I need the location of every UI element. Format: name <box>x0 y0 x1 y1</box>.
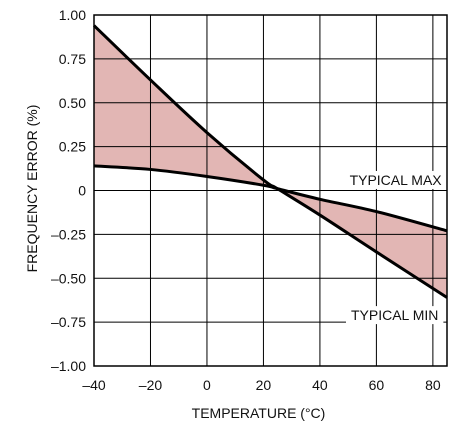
x-tick-label: 40 <box>312 377 328 393</box>
x-axis-title: TEMPERATURE (°C) <box>192 405 326 421</box>
error-band-fill <box>94 25 447 298</box>
plot-area: TYPICAL MAX TYPICAL MIN <box>92 14 448 367</box>
y-tick-label: 1.00 <box>59 7 86 23</box>
annotation-bg-typical-max <box>344 170 448 189</box>
annotation-bg-typical-min <box>345 306 444 325</box>
y-tick-label: 0.50 <box>59 95 86 111</box>
x-tick-label: 20 <box>256 377 272 393</box>
y-tick-label: 0.75 <box>59 51 86 67</box>
series-line-typical-min <box>92 24 448 299</box>
x-tick-label: 80 <box>425 377 441 393</box>
y-tick-label: –0.75 <box>51 314 86 330</box>
x-tick-labels: –40 –20 0 20 40 60 80 <box>82 377 441 393</box>
y-tick-labels: 1.00 0.75 0.50 0.25 0 –0.25 –0.50 –0.75 –1.00 <box>51 7 86 374</box>
plot-frame <box>93 14 448 367</box>
y-tick-label: –0.25 <box>51 226 86 242</box>
annotation-typical-max: TYPICAL MAX <box>350 172 443 188</box>
y-tick-label: –1.00 <box>51 358 86 374</box>
y-tick-label: –0.50 <box>51 270 86 286</box>
x-tick-label: 60 <box>369 377 385 393</box>
y-axis-title: FREQUENCY ERROR (%) <box>24 105 40 273</box>
y-tick-label: 0 <box>78 183 86 199</box>
x-tick-label: 0 <box>203 377 211 393</box>
annotation-typical-min: TYPICAL MIN <box>351 307 438 323</box>
x-tick-label: –20 <box>139 377 163 393</box>
y-tick-label: 0.25 <box>59 139 86 155</box>
x-tick-label: –40 <box>82 377 106 393</box>
